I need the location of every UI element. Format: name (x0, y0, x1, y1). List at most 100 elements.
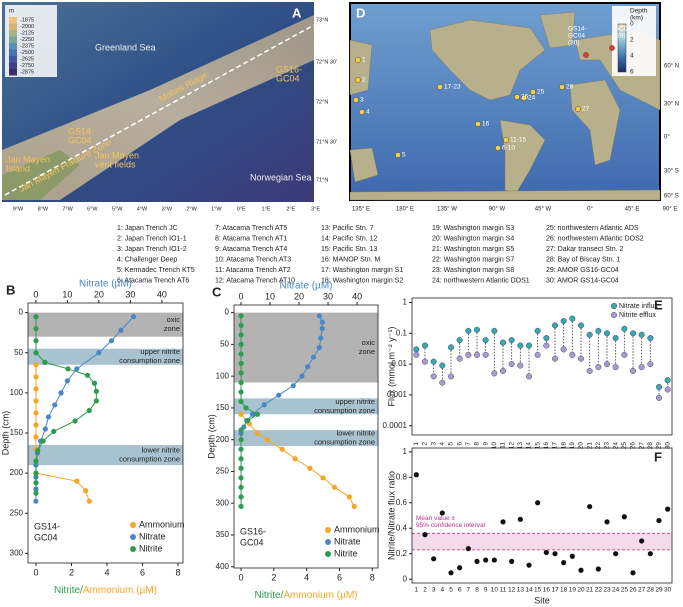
site-list-item: 24: northwestern Atlantic DOS1 (432, 277, 530, 284)
site-list-item: 30: AMOR GS14-GC04 (546, 277, 619, 284)
lon-label: 6°W (87, 206, 98, 212)
data-point (543, 549, 549, 556)
lat-label: 60° S (664, 194, 679, 200)
site-list-item: 27: Dakar transect Stn. 2 (546, 246, 624, 253)
data-point (612, 335, 619, 342)
zone-label: consumption zone (119, 455, 180, 464)
colorbar-title: (km) (630, 15, 643, 22)
zone-label: oxic (167, 315, 181, 324)
x-axis-label-part: Ammonium (µM) (283, 590, 357, 601)
data-point (448, 373, 455, 380)
legend-label: Ammonium (334, 524, 380, 534)
x-axis-label-part: Nitrite/ (54, 585, 83, 596)
lon-label: 180° E (396, 207, 414, 213)
data-point (586, 331, 593, 338)
data-point (238, 411, 244, 417)
data-point (491, 327, 498, 334)
site-label: 3 (360, 97, 364, 104)
site-list-item: 29: AMOR GS16-GC04 (546, 267, 619, 274)
data-point (613, 551, 619, 557)
site-list-item: 7: Atacama Trench AT5 (215, 225, 287, 232)
zone-band (234, 430, 378, 447)
site-marker (609, 45, 615, 51)
zone-band (28, 445, 183, 466)
data-point (238, 379, 244, 386)
legend-marker (130, 546, 136, 552)
data-point (439, 510, 445, 516)
data-point (33, 338, 39, 344)
data-point (509, 558, 515, 564)
data-point (474, 326, 481, 333)
data-point (58, 390, 64, 396)
x-tick-label: 7 (465, 442, 472, 446)
place-label: vent fields (95, 159, 136, 169)
lat-label: 30° S (664, 169, 679, 175)
data-point (500, 367, 507, 374)
site-label: GC04 (614, 26, 631, 33)
data-point (351, 503, 357, 509)
fracture-line (4, 24, 315, 196)
x-tick-label: 22 (595, 587, 603, 594)
data-point (430, 373, 437, 380)
place-label: Greenland Sea (95, 42, 156, 52)
site-marker (437, 84, 443, 90)
data-point (552, 322, 559, 329)
site-list-item: 3: Japan Trench IO1-2 (117, 246, 187, 253)
data-point (595, 327, 602, 334)
data-point (33, 410, 39, 416)
x-tick-label: 21 (586, 587, 594, 594)
data-point (33, 314, 39, 320)
data-point (72, 418, 78, 424)
data-point (457, 565, 463, 571)
site-list-item: 25: northwestern Atlantic ADS (546, 225, 639, 232)
site-marker (530, 89, 536, 95)
lon-label: 0° (587, 207, 593, 213)
lat-label: 72°N 30' (316, 59, 337, 65)
data-point (254, 430, 261, 436)
lon-label: 45° E (625, 207, 640, 213)
x-tick-label: 3 (432, 587, 436, 594)
data-point (560, 346, 567, 353)
data-point (413, 351, 420, 358)
x-tick-label: 14 (525, 587, 533, 594)
lon-label: 7°W (62, 206, 73, 212)
data-point (51, 428, 57, 434)
data-point (238, 437, 244, 443)
data-point (42, 359, 48, 365)
data-point (83, 488, 89, 494)
data-point (33, 498, 39, 504)
zone-label: lower nitrite (142, 446, 180, 455)
lat-label: 72°N (316, 99, 328, 105)
place-label: Jan Mayen (95, 150, 139, 160)
x-tick-label: 4 (304, 572, 309, 582)
x-axis-label: Nitrite/Ammonium (µM) (254, 590, 357, 601)
lon-label: 2°E (286, 206, 295, 212)
data-point (448, 570, 454, 576)
x-tick-label: 27 (638, 587, 646, 594)
x-tick-label: 17 (552, 442, 559, 450)
x2-axis-label: Nitrate (µM) (79, 279, 132, 290)
x-tick-label: 28 (647, 587, 655, 594)
data-point (517, 342, 524, 349)
data-point (482, 337, 489, 344)
data-point (118, 327, 124, 333)
y-tick-label: 400 (216, 562, 230, 571)
panel-label: F (654, 449, 662, 464)
zone-band (28, 312, 183, 337)
x-tick-label: 6 (458, 587, 462, 594)
data-point (543, 342, 550, 349)
lon-label: 9°W (13, 206, 24, 212)
data-point (238, 446, 244, 452)
x-tick-label: 20 (578, 442, 585, 450)
data-point (630, 367, 637, 374)
ci-label: Mean value ± (416, 515, 455, 522)
site-list-item: 15: Pacific Stn. 13 (321, 246, 378, 253)
x-tick-label: 18 (560, 587, 568, 594)
x-tick-label: 23 (603, 587, 611, 594)
y-tick-label: 0.2 (396, 549, 408, 558)
data-point (33, 398, 39, 404)
plot-frame (233, 304, 379, 569)
site-marker (355, 57, 361, 63)
data-point (238, 389, 244, 395)
y-tick-label: 200 (216, 435, 230, 444)
